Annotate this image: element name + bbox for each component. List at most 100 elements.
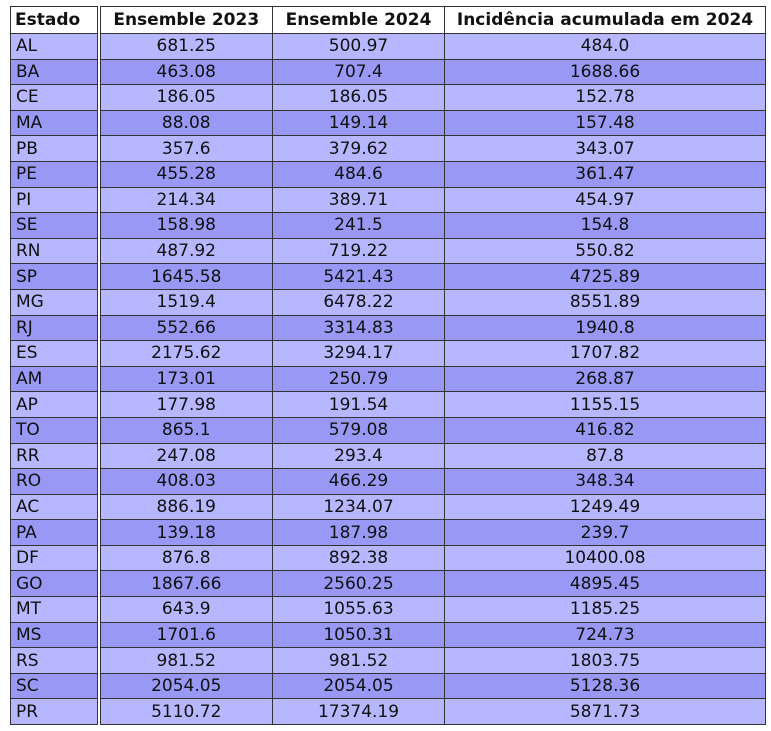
cell-incidencia: 152.78 (444, 84, 766, 111)
cell-incidencia: 1940.8 (444, 314, 766, 342)
table-row: RR 247.08 293.4 87.8 (10, 442, 766, 470)
cell-incidencia: 4895.45 (444, 570, 766, 598)
table-row: SP 1645.58 5421.43 4725.89 (10, 263, 766, 290)
table-row: TO 865.1 579.08 416.82 (10, 416, 766, 444)
cell-ensemble-2024: 187.98 (272, 519, 445, 546)
cell-ensemble-2023: 177.98 (98, 391, 273, 418)
cell-ensemble-2024: 379.62 (272, 135, 445, 162)
cell-incidencia: 343.07 (444, 135, 766, 162)
cell-ensemble-2024: 389.71 (272, 186, 445, 214)
cell-estado: PI (10, 186, 101, 214)
cell-ensemble-2023: 487.92 (98, 237, 273, 265)
table-row: PA 139.18 187.98 239.7 (10, 519, 766, 546)
cell-ensemble-2023: 455.28 (98, 160, 273, 188)
cell-ensemble-2023: 1519.4 (98, 288, 273, 316)
cell-incidencia: 87.8 (444, 442, 766, 470)
cell-estado: BA (10, 58, 101, 86)
cell-incidencia: 157.48 (444, 109, 766, 137)
cell-ensemble-2024: 579.08 (272, 416, 445, 444)
cell-incidencia: 10400.08 (444, 544, 766, 572)
cell-estado: AL (10, 33, 101, 60)
table-row: MG 1519.4 6478.22 8551.89 (10, 288, 766, 316)
cell-ensemble-2024: 1050.31 (272, 621, 445, 649)
table-row: AL 681.25 500.97 484.0 (10, 33, 766, 60)
cell-ensemble-2023: 88.08 (98, 109, 273, 137)
cell-incidencia: 4725.89 (444, 263, 766, 290)
cell-ensemble-2023: 1645.58 (98, 263, 273, 290)
cell-ensemble-2024: 5421.43 (272, 263, 445, 290)
cell-ensemble-2024: 719.22 (272, 237, 445, 265)
cell-ensemble-2023: 681.25 (98, 33, 273, 60)
cell-estado: MT (10, 596, 101, 623)
table-row: PB 357.6 379.62 343.07 (10, 135, 766, 162)
header-estado: Estado (10, 6, 101, 34)
cell-ensemble-2024: 466.29 (272, 468, 445, 495)
cell-ensemble-2023: 552.66 (98, 314, 273, 342)
header-ensemble-2024: Ensemble 2024 (272, 6, 445, 34)
cell-incidencia: 724.73 (444, 621, 766, 649)
cell-incidencia: 268.87 (444, 365, 766, 393)
cell-ensemble-2023: 981.52 (98, 647, 273, 674)
cell-incidencia: 154.8 (444, 212, 766, 239)
cell-incidencia: 484.0 (444, 33, 766, 60)
cell-incidencia: 550.82 (444, 237, 766, 265)
cell-ensemble-2023: 865.1 (98, 416, 273, 444)
cell-ensemble-2023: 158.98 (98, 212, 273, 239)
cell-ensemble-2023: 408.03 (98, 468, 273, 495)
table-row: MT 643.9 1055.63 1185.25 (10, 596, 766, 623)
cell-incidencia: 416.82 (444, 416, 766, 444)
table-row: PR 5110.72 17374.19 5871.73 (10, 698, 766, 726)
cell-ensemble-2023: 463.08 (98, 58, 273, 86)
cell-incidencia: 1185.25 (444, 596, 766, 623)
data-table: Estado Ensemble 2023 Ensemble 2024 Incid… (10, 6, 766, 726)
table-row: RS 981.52 981.52 1803.75 (10, 647, 766, 674)
cell-estado: RS (10, 647, 101, 674)
table-body: AL 681.25 500.97 484.0 BA 463.08 707.4 1688.66 C… (10, 33, 766, 726)
cell-ensemble-2024: 3314.83 (272, 314, 445, 342)
cell-estado: DF (10, 544, 101, 572)
cell-ensemble-2023: 886.19 (98, 493, 273, 521)
table-row: RO 408.03 466.29 348.34 (10, 468, 766, 495)
cell-ensemble-2024: 241.5 (272, 212, 445, 239)
cell-ensemble-2023: 139.18 (98, 519, 273, 546)
cell-ensemble-2024: 892.38 (272, 544, 445, 572)
cell-ensemble-2024: 1055.63 (272, 596, 445, 623)
cell-estado: SP (10, 263, 101, 290)
cell-estado: PB (10, 135, 101, 162)
table-row: GO 1867.66 2560.25 4895.45 (10, 570, 766, 598)
table-row: SE 158.98 241.5 154.8 (10, 212, 766, 239)
cell-incidencia: 1707.82 (444, 340, 766, 367)
table-row: MS 1701.6 1050.31 724.73 (10, 621, 766, 649)
cell-incidencia: 1688.66 (444, 58, 766, 86)
cell-ensemble-2024: 2054.05 (272, 672, 445, 700)
table-row: SC 2054.05 2054.05 5128.36 (10, 672, 766, 700)
table-row: AP 177.98 191.54 1155.15 (10, 391, 766, 418)
cell-ensemble-2024: 500.97 (272, 33, 445, 60)
cell-ensemble-2023: 2054.05 (98, 672, 273, 700)
header-row: Estado Ensemble 2023 Ensemble 2024 Incid… (10, 6, 766, 34)
cell-ensemble-2023: 173.01 (98, 365, 273, 393)
table-row: AC 886.19 1234.07 1249.49 (10, 493, 766, 521)
cell-ensemble-2024: 149.14 (272, 109, 445, 137)
cell-ensemble-2023: 247.08 (98, 442, 273, 470)
cell-incidencia: 5128.36 (444, 672, 766, 700)
cell-ensemble-2023: 2175.62 (98, 340, 273, 367)
cell-ensemble-2024: 186.05 (272, 84, 445, 111)
cell-ensemble-2023: 357.6 (98, 135, 273, 162)
cell-ensemble-2024: 1234.07 (272, 493, 445, 521)
cell-estado: AC (10, 493, 101, 521)
header-ensemble-2023: Ensemble 2023 (98, 6, 273, 34)
cell-estado: RJ (10, 314, 101, 342)
cell-estado: PE (10, 160, 101, 188)
cell-incidencia: 1803.75 (444, 647, 766, 674)
cell-estado: AM (10, 365, 101, 393)
cell-ensemble-2024: 484.6 (272, 160, 445, 188)
cell-ensemble-2024: 2560.25 (272, 570, 445, 598)
table-row: MA 88.08 149.14 157.48 (10, 109, 766, 137)
cell-ensemble-2024: 707.4 (272, 58, 445, 86)
cell-estado: SC (10, 672, 101, 700)
cell-estado: GO (10, 570, 101, 598)
cell-ensemble-2023: 214.34 (98, 186, 273, 214)
table-row: DF 876.8 892.38 10400.08 (10, 544, 766, 572)
cell-estado: SE (10, 212, 101, 239)
